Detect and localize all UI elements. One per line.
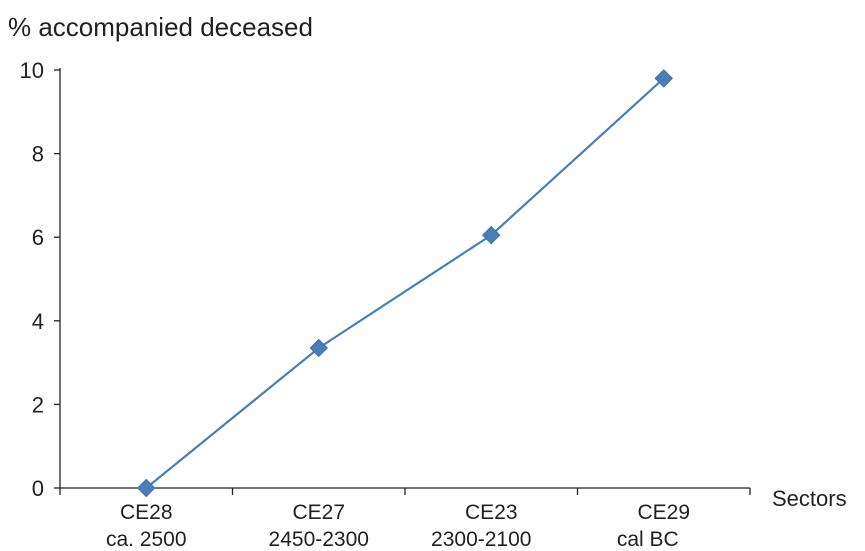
data-point-marker: [137, 478, 156, 498]
y-tick-label: 2: [32, 392, 44, 417]
data-point-marker: [654, 69, 673, 88]
y-tick-labels: 0 2 4 6 8 10: [20, 58, 44, 501]
series-line: [145, 77, 665, 489]
x-category-labels: CE28 ca. 2500 CE27 2450-2300 CE23 2300-2100 CE…: [106, 501, 690, 551]
x-category-label: CE28: [120, 501, 173, 524]
x-category-sublabel: cal BC: [617, 528, 679, 551]
y-tick-label: 4: [32, 309, 44, 334]
x-axis-label: Sectors: [772, 486, 847, 511]
data-point-marker: [309, 338, 328, 358]
x-category-label: CE29: [637, 501, 690, 524]
x-category-sublabel: ca. 2500: [106, 528, 187, 551]
axes: [54, 68, 751, 495]
x-category-label: CE27: [292, 501, 345, 524]
series-layer: [137, 69, 673, 498]
y-tick-label: 6: [32, 225, 44, 250]
y-tick-label: 10: [20, 58, 44, 83]
y-tick-label: 8: [32, 142, 44, 167]
x-category-sublabel: 2300-2100: [431, 528, 531, 551]
y-tick-label: 0: [32, 476, 44, 501]
x-category-label: CE23: [465, 501, 518, 524]
x-category-sublabel: 2450-2300: [269, 528, 369, 551]
y-axis-label: % accompanied deceased: [8, 12, 313, 42]
data-point-marker: [482, 225, 501, 245]
